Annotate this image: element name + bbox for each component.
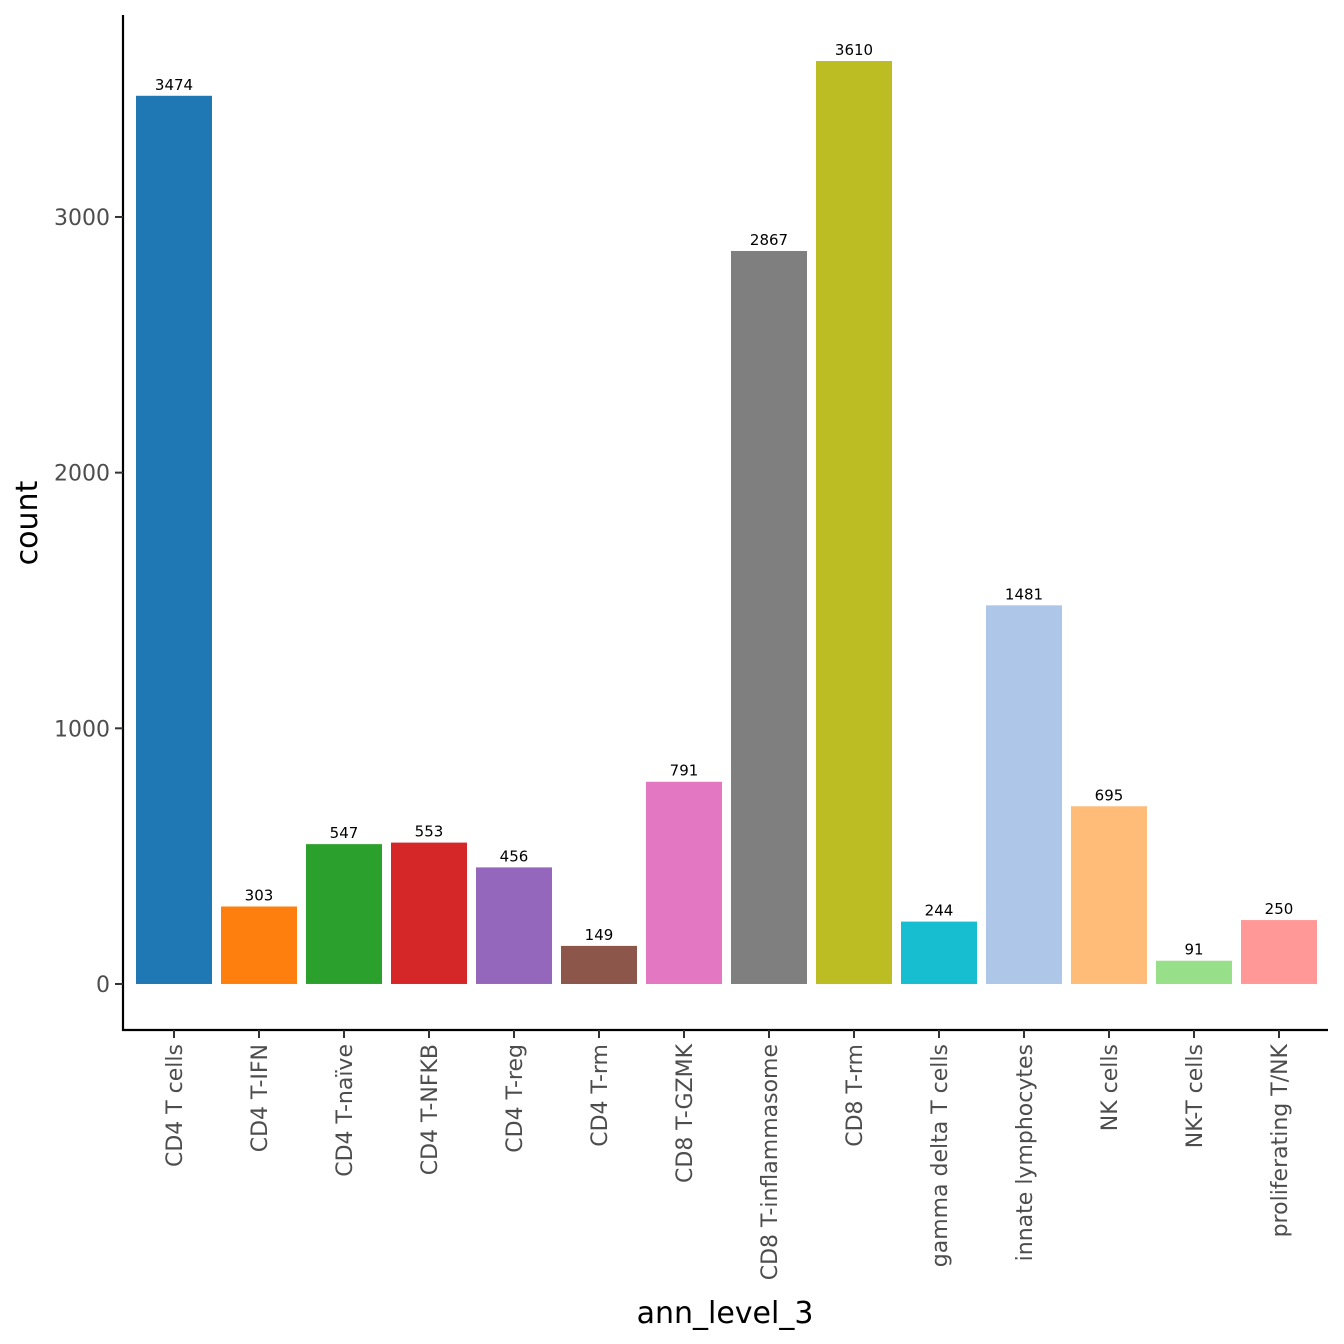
data-label-7: 2867 bbox=[750, 231, 788, 249]
bars bbox=[136, 61, 1317, 984]
x-tick-label-6: CD8 T-GZMK bbox=[673, 1043, 698, 1183]
bar-10 bbox=[986, 605, 1062, 984]
bar-3 bbox=[391, 842, 467, 984]
data-label-3: 553 bbox=[415, 823, 444, 841]
y-tick-label-1: 1000 bbox=[54, 717, 110, 742]
y-axis-title: count bbox=[10, 480, 45, 565]
x-tick-label-2: CD4 T-naïve bbox=[333, 1044, 358, 1177]
x-tick-label-5: CD4 T-rm bbox=[588, 1044, 613, 1147]
data-label-2: 547 bbox=[330, 824, 359, 842]
data-label-0: 3474 bbox=[155, 76, 193, 94]
bar-11 bbox=[1071, 806, 1147, 984]
x-axis-ticks: CD4 T cells CD4 T-IFN CD4 T-naïve CD4 T-NFK… bbox=[163, 1030, 1293, 1280]
bar-8 bbox=[816, 61, 892, 984]
data-label-9: 244 bbox=[925, 902, 954, 920]
bar-4 bbox=[476, 867, 552, 984]
x-tick-label-12: NK-T cells bbox=[1183, 1044, 1208, 1148]
bar-13 bbox=[1241, 920, 1317, 984]
x-tick-label-7: CD8 T-inflammasome bbox=[758, 1044, 783, 1280]
bar-1 bbox=[221, 906, 297, 984]
bar-9 bbox=[901, 921, 977, 984]
y-axis-ticks: 0 1000 2000 3000 bbox=[54, 206, 123, 998]
x-tick-label-0: CD4 T cells bbox=[163, 1044, 188, 1167]
x-axis-title: ann_level_3 bbox=[637, 1296, 814, 1331]
data-label-5: 149 bbox=[585, 926, 614, 944]
y-tick-label-3: 3000 bbox=[54, 206, 110, 231]
bar-0 bbox=[136, 95, 212, 984]
data-label-8: 3610 bbox=[835, 41, 873, 59]
data-label-1: 303 bbox=[245, 887, 274, 905]
x-tick-label-10: innate lymphocytes bbox=[1013, 1044, 1038, 1261]
x-tick-label-8: CD8 T-rm bbox=[843, 1044, 868, 1147]
x-tick-label-11: NK cells bbox=[1098, 1044, 1123, 1131]
data-label-10: 1481 bbox=[1005, 585, 1043, 603]
y-tick-label-2: 2000 bbox=[54, 462, 110, 487]
data-label-4: 456 bbox=[500, 847, 529, 865]
bar-6 bbox=[646, 781, 722, 984]
x-tick-label-13: proliferating T/NK bbox=[1268, 1043, 1293, 1237]
bar-5 bbox=[561, 945, 637, 984]
bar-7 bbox=[731, 250, 807, 984]
data-labels: 3474 303 547 553 456 149 791 2867 3610 244 1481 695… bbox=[155, 41, 1293, 959]
x-tick-label-1: CD4 T-IFN bbox=[248, 1044, 273, 1152]
x-tick-label-4: CD4 T-reg bbox=[503, 1044, 528, 1153]
data-label-6: 791 bbox=[670, 762, 699, 780]
bar-12 bbox=[1156, 960, 1232, 984]
data-label-13: 250 bbox=[1265, 900, 1294, 918]
x-tick-label-3: CD4 T-NFKB bbox=[418, 1044, 443, 1175]
data-label-12: 91 bbox=[1184, 941, 1203, 959]
y-tick-label-0: 0 bbox=[96, 973, 110, 998]
x-tick-label-9: gamma delta T cells bbox=[928, 1044, 953, 1267]
data-label-11: 695 bbox=[1095, 786, 1124, 804]
bar-2 bbox=[306, 844, 382, 984]
